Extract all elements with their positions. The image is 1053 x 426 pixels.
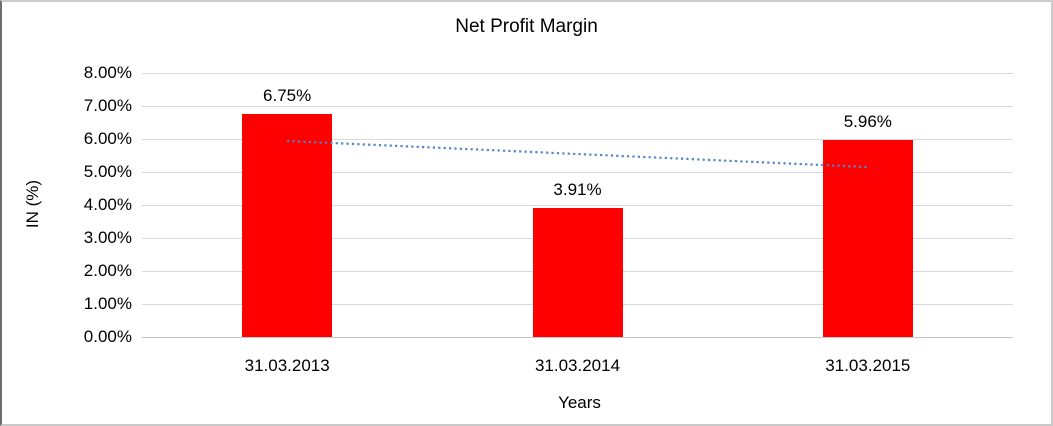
bar	[822, 140, 913, 337]
x-tick-label: 31.03.2013	[244, 356, 330, 375]
bar	[532, 207, 623, 337]
y-tick-label: 1.00%	[83, 294, 132, 313]
chart-title: Net Profit Margin	[455, 16, 598, 37]
gridline	[142, 172, 1013, 173]
gridline	[142, 106, 1013, 107]
y-tick-label: 7.00%	[83, 96, 132, 115]
trendline	[287, 139, 868, 169]
y-tick-label: 2.00%	[83, 261, 132, 280]
y-tick-label: 3.00%	[83, 228, 132, 247]
gridline	[142, 139, 1013, 140]
x-tick-label: 31.03.2014	[534, 356, 621, 375]
bar	[242, 114, 333, 337]
gridline	[142, 205, 1013, 206]
plot-area: 6.75% 3.91% 5.96%	[142, 73, 1013, 338]
bar-value-label: 5.96%	[843, 112, 892, 132]
y-tick-label: 5.00%	[83, 162, 132, 181]
bar-value-label: 6.75%	[263, 86, 312, 106]
gridline	[142, 73, 1013, 74]
gridline	[142, 337, 1013, 338]
y-tick-label: 4.00%	[83, 195, 132, 214]
y-tick-label: 6.00%	[83, 129, 132, 148]
x-axis-title: Years	[558, 393, 601, 412]
x-tick-label: 31.03.2015	[825, 356, 911, 375]
y-tick-label: 8.00%	[83, 63, 132, 82]
bar-value-label: 3.91%	[553, 179, 602, 199]
y-tick-label: 0.00%	[83, 327, 132, 346]
